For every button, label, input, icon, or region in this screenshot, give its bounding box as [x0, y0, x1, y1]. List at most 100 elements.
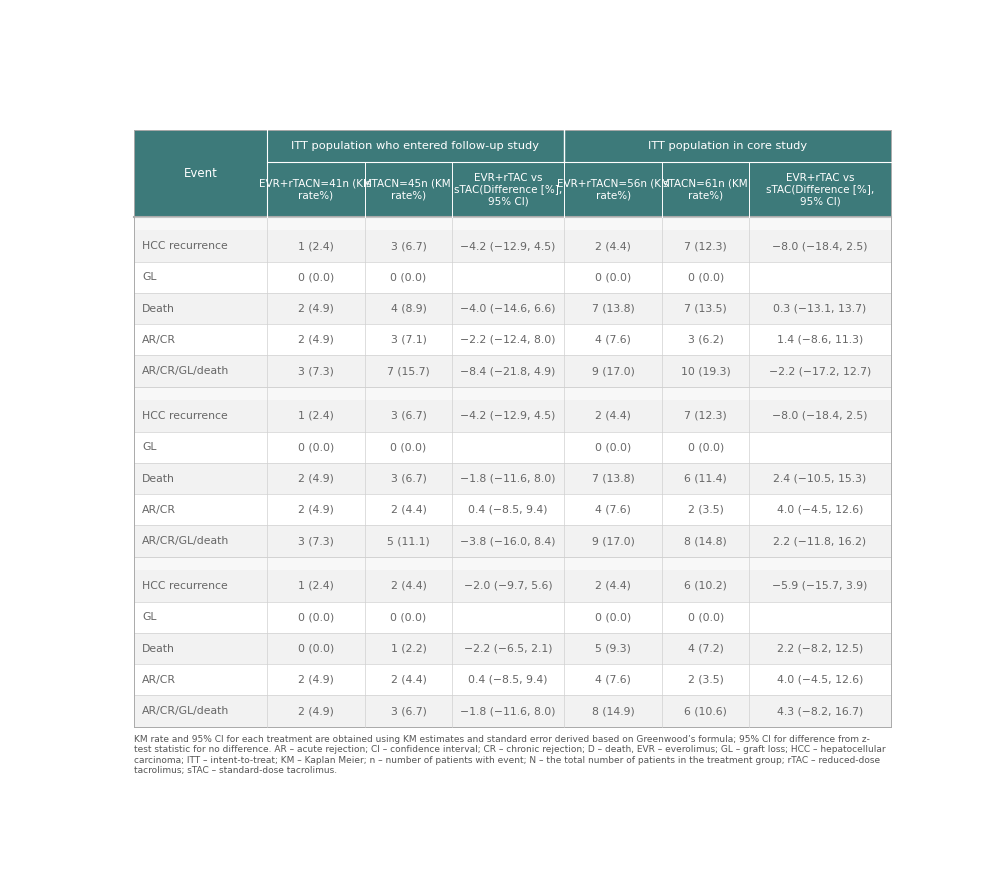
Text: 0 (0.0): 0 (0.0): [298, 612, 334, 623]
Text: EVR+rTACN=56n (KM
rate%): EVR+rTACN=56n (KM rate%): [557, 178, 670, 200]
Text: 4 (7.2): 4 (7.2): [688, 644, 724, 653]
Text: 2 (4.9): 2 (4.9): [298, 335, 334, 345]
Text: 4.0 (−4.5, 12.6): 4.0 (−4.5, 12.6): [777, 675, 863, 685]
Text: 7 (13.8): 7 (13.8): [592, 473, 634, 484]
Text: 4 (7.6): 4 (7.6): [595, 335, 631, 345]
Text: 0.3 (−13.1, 13.7): 0.3 (−13.1, 13.7): [773, 304, 867, 313]
Text: sTACN=61n (KM
rate%): sTACN=61n (KM rate%): [663, 178, 748, 200]
Text: 0 (0.0): 0 (0.0): [688, 272, 724, 283]
Text: EVR+rTAC vs
sTAC(Difference [%],
95% CI): EVR+rTAC vs sTAC(Difference [%], 95% CI): [766, 173, 874, 207]
Bar: [134, 696, 891, 727]
Text: 9 (17.0): 9 (17.0): [592, 536, 635, 546]
Text: 3 (6.2): 3 (6.2): [688, 335, 724, 345]
Text: −2.2 (−6.5, 2.1): −2.2 (−6.5, 2.1): [464, 644, 552, 653]
Text: HCC recurrence: HCC recurrence: [142, 581, 228, 591]
Text: AR/CR: AR/CR: [142, 505, 176, 515]
Text: 0 (0.0): 0 (0.0): [595, 272, 631, 283]
Text: 7 (13.5): 7 (13.5): [684, 304, 727, 313]
Text: 3 (7.3): 3 (7.3): [298, 536, 334, 546]
Text: 7 (12.3): 7 (12.3): [684, 241, 727, 251]
Bar: [134, 293, 891, 324]
Text: 4.3 (−8.2, 16.7): 4.3 (−8.2, 16.7): [777, 706, 863, 716]
Text: 0 (0.0): 0 (0.0): [688, 442, 724, 452]
Text: −8.0 (−18.4, 2.5): −8.0 (−18.4, 2.5): [772, 241, 868, 251]
Text: 7 (13.8): 7 (13.8): [592, 304, 634, 313]
Bar: [134, 324, 891, 356]
Text: 10 (19.3): 10 (19.3): [681, 366, 731, 376]
Text: 6 (10.6): 6 (10.6): [684, 706, 727, 716]
Text: EVR+rTAC vs
sTAC(Difference [%],
95% CI): EVR+rTAC vs sTAC(Difference [%], 95% CI): [454, 173, 562, 207]
Text: −4.0 (−14.6, 6.6): −4.0 (−14.6, 6.6): [460, 304, 556, 313]
Text: 3 (7.1): 3 (7.1): [391, 335, 426, 345]
Text: 0 (0.0): 0 (0.0): [390, 612, 427, 623]
Text: 2 (4.4): 2 (4.4): [595, 411, 631, 421]
Text: 2 (4.9): 2 (4.9): [298, 505, 334, 515]
Text: 8 (14.8): 8 (14.8): [684, 536, 727, 546]
Text: Death: Death: [142, 473, 175, 484]
Text: 2 (4.4): 2 (4.4): [391, 675, 426, 685]
Text: 1 (2.4): 1 (2.4): [298, 581, 334, 591]
Bar: [134, 463, 891, 494]
Text: AR/CR: AR/CR: [142, 335, 176, 345]
Text: 3 (6.7): 3 (6.7): [391, 473, 426, 484]
Text: 0 (0.0): 0 (0.0): [390, 442, 427, 452]
Text: 1 (2.2): 1 (2.2): [391, 644, 426, 653]
Text: 5 (9.3): 5 (9.3): [595, 644, 631, 653]
Text: AR/CR: AR/CR: [142, 675, 176, 685]
Text: sTACN=45n (KM
rate%): sTACN=45n (KM rate%): [366, 178, 451, 200]
Text: Event: Event: [184, 167, 217, 180]
Bar: [134, 356, 891, 387]
Text: 2 (4.9): 2 (4.9): [298, 706, 334, 716]
Bar: [134, 494, 891, 525]
Text: AR/CR/GL/death: AR/CR/GL/death: [142, 366, 229, 376]
Text: GL: GL: [142, 612, 157, 623]
Text: Death: Death: [142, 644, 175, 653]
Text: 2 (4.4): 2 (4.4): [391, 505, 426, 515]
Text: 3 (6.7): 3 (6.7): [391, 241, 426, 251]
Bar: [134, 601, 891, 633]
Bar: [134, 633, 891, 664]
Text: Death: Death: [142, 304, 175, 313]
Text: 0 (0.0): 0 (0.0): [595, 442, 631, 452]
Text: 1 (2.4): 1 (2.4): [298, 411, 334, 421]
Text: 2 (4.4): 2 (4.4): [391, 581, 426, 591]
Text: 0 (0.0): 0 (0.0): [298, 644, 334, 653]
Bar: [134, 130, 891, 217]
Bar: [134, 261, 891, 293]
Text: 2 (3.5): 2 (3.5): [688, 675, 724, 685]
Text: 0 (0.0): 0 (0.0): [390, 272, 427, 283]
Text: AR/CR/GL/death: AR/CR/GL/death: [142, 536, 229, 546]
Text: 4 (7.6): 4 (7.6): [595, 505, 631, 515]
Text: 4 (8.9): 4 (8.9): [391, 304, 426, 313]
Text: 1.4 (−8.6, 11.3): 1.4 (−8.6, 11.3): [777, 335, 863, 345]
Text: KM rate and 95% CI for each treatment are obtained using KM estimates and standa: KM rate and 95% CI for each treatment ar…: [134, 735, 886, 775]
Text: 0 (0.0): 0 (0.0): [595, 612, 631, 623]
Text: 3 (7.3): 3 (7.3): [298, 366, 334, 376]
Text: −4.2 (−12.9, 4.5): −4.2 (−12.9, 4.5): [460, 241, 556, 251]
Text: −8.0 (−18.4, 2.5): −8.0 (−18.4, 2.5): [772, 411, 868, 421]
Bar: [134, 230, 891, 261]
Bar: [134, 664, 891, 696]
Text: 6 (11.4): 6 (11.4): [684, 473, 727, 484]
Text: 3 (6.7): 3 (6.7): [391, 411, 426, 421]
Text: −2.2 (−17.2, 12.7): −2.2 (−17.2, 12.7): [769, 366, 871, 376]
Text: 0 (0.0): 0 (0.0): [298, 272, 334, 283]
Text: 2.4 (−10.5, 15.3): 2.4 (−10.5, 15.3): [773, 473, 867, 484]
Text: −8.4 (−21.8, 4.9): −8.4 (−21.8, 4.9): [460, 366, 556, 376]
Text: 8 (14.9): 8 (14.9): [592, 706, 634, 716]
Text: 2 (4.9): 2 (4.9): [298, 304, 334, 313]
Text: 3 (6.7): 3 (6.7): [391, 706, 426, 716]
Text: 0.4 (−8.5, 9.4): 0.4 (−8.5, 9.4): [468, 505, 548, 515]
Bar: [134, 217, 891, 230]
Bar: [134, 570, 891, 601]
Bar: [134, 400, 891, 432]
Text: −1.8 (−11.6, 8.0): −1.8 (−11.6, 8.0): [460, 473, 556, 484]
Text: 2 (4.4): 2 (4.4): [595, 581, 631, 591]
Text: −3.8 (−16.0, 8.4): −3.8 (−16.0, 8.4): [460, 536, 556, 546]
Text: 5 (11.1): 5 (11.1): [387, 536, 430, 546]
Bar: [134, 387, 891, 400]
Text: 7 (12.3): 7 (12.3): [684, 411, 727, 421]
Text: 0 (0.0): 0 (0.0): [298, 442, 334, 452]
Text: 7 (15.7): 7 (15.7): [387, 366, 430, 376]
Text: HCC recurrence: HCC recurrence: [142, 411, 228, 421]
